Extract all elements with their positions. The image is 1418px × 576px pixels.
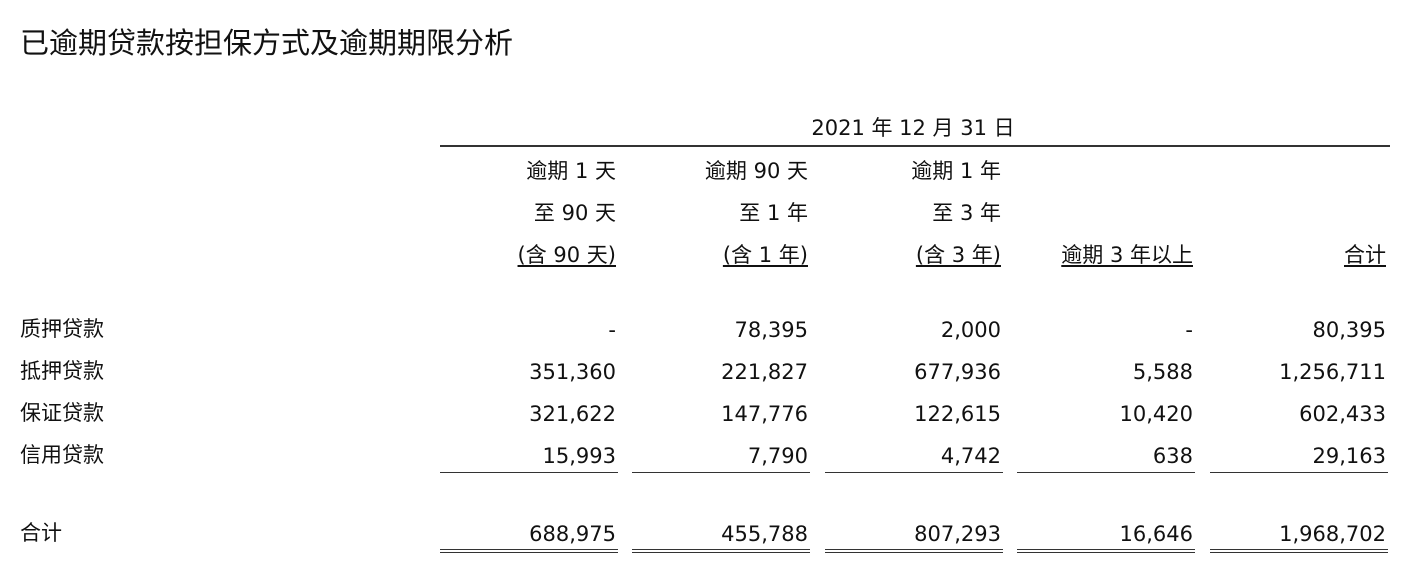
column-header-text: (含 90 天) (517, 243, 616, 267)
column-header-line: 合计 (1210, 239, 1386, 269)
subtotal-rule (1210, 472, 1388, 473)
table-cell: 221,827 (721, 360, 808, 384)
total-label: 合计 (20, 521, 62, 545)
total-cell: 688,975 (529, 522, 616, 546)
total-double-rule (1210, 549, 1388, 553)
table-cell: 638 (1152, 444, 1193, 468)
column-header-line: 至 90 天 (533, 201, 616, 225)
table-cell: - (1185, 318, 1193, 342)
column-header-line: (含 3 年) (825, 239, 1001, 269)
table-cell: 147,776 (721, 402, 808, 426)
table-cell: 677,936 (914, 360, 1001, 384)
table-cell: - (608, 318, 616, 342)
subtotal-rule (632, 472, 810, 473)
column-header-text: (含 3 年) (915, 243, 1001, 267)
column-header-text: 合计 (1344, 243, 1386, 267)
total-cell: 16,646 (1119, 522, 1193, 546)
header-rule (440, 145, 1390, 147)
table-cell: 351,360 (529, 360, 616, 384)
column-header-line: 至 3 年 (932, 201, 1001, 225)
subtotal-rule (440, 472, 618, 473)
table-cell: 122,615 (914, 402, 1001, 426)
table-cell: 1,256,711 (1279, 360, 1386, 384)
page-title: 已逾期贷款按担保方式及逾期期限分析 (20, 26, 514, 60)
table-cell: 4,742 (940, 444, 1001, 468)
row-label: 信用贷款 (20, 443, 104, 467)
table-cell: 29,163 (1312, 444, 1386, 468)
column-header-line: 逾期 1 天 (526, 159, 616, 183)
table-cell: 80,395 (1312, 318, 1386, 342)
table-cell: 7,790 (747, 444, 808, 468)
table-cell: 602,433 (1299, 402, 1386, 426)
row-label: 保证贷款 (20, 401, 104, 425)
total-cell: 807,293 (914, 522, 1001, 546)
period-header: 2021 年 12 月 31 日 (811, 116, 1015, 140)
subtotal-rule (1017, 472, 1195, 473)
table-cell: 321,622 (529, 402, 616, 426)
total-cell: 455,788 (721, 522, 808, 546)
total-cell: 1,968,702 (1279, 522, 1386, 546)
row-label: 抵押贷款 (20, 359, 104, 383)
row-label: 质押贷款 (20, 317, 104, 341)
subtotal-rule (825, 472, 1003, 473)
table-cell: 5,588 (1132, 360, 1193, 384)
table-cell: 10,420 (1119, 402, 1193, 426)
total-double-rule (825, 549, 1003, 553)
total-double-rule (440, 549, 618, 553)
total-double-rule (1017, 549, 1195, 553)
column-header-text: (含 1 年) (722, 243, 808, 267)
table-cell: 78,395 (734, 318, 808, 342)
column-header-line: (含 90 天) (440, 239, 616, 269)
column-header-line: (含 1 年) (632, 239, 808, 269)
column-header-line: 逾期 90 天 (704, 159, 808, 183)
column-header-line: 至 1 年 (739, 201, 808, 225)
column-header-line: 逾期 1 年 (911, 159, 1001, 183)
column-header-text: 逾期 3 年以上 (1061, 243, 1193, 267)
column-header-line: 逾期 3 年以上 (1017, 239, 1193, 269)
table-cell: 2,000 (940, 318, 1001, 342)
total-double-rule (632, 549, 810, 553)
table-cell: 15,993 (542, 444, 616, 468)
